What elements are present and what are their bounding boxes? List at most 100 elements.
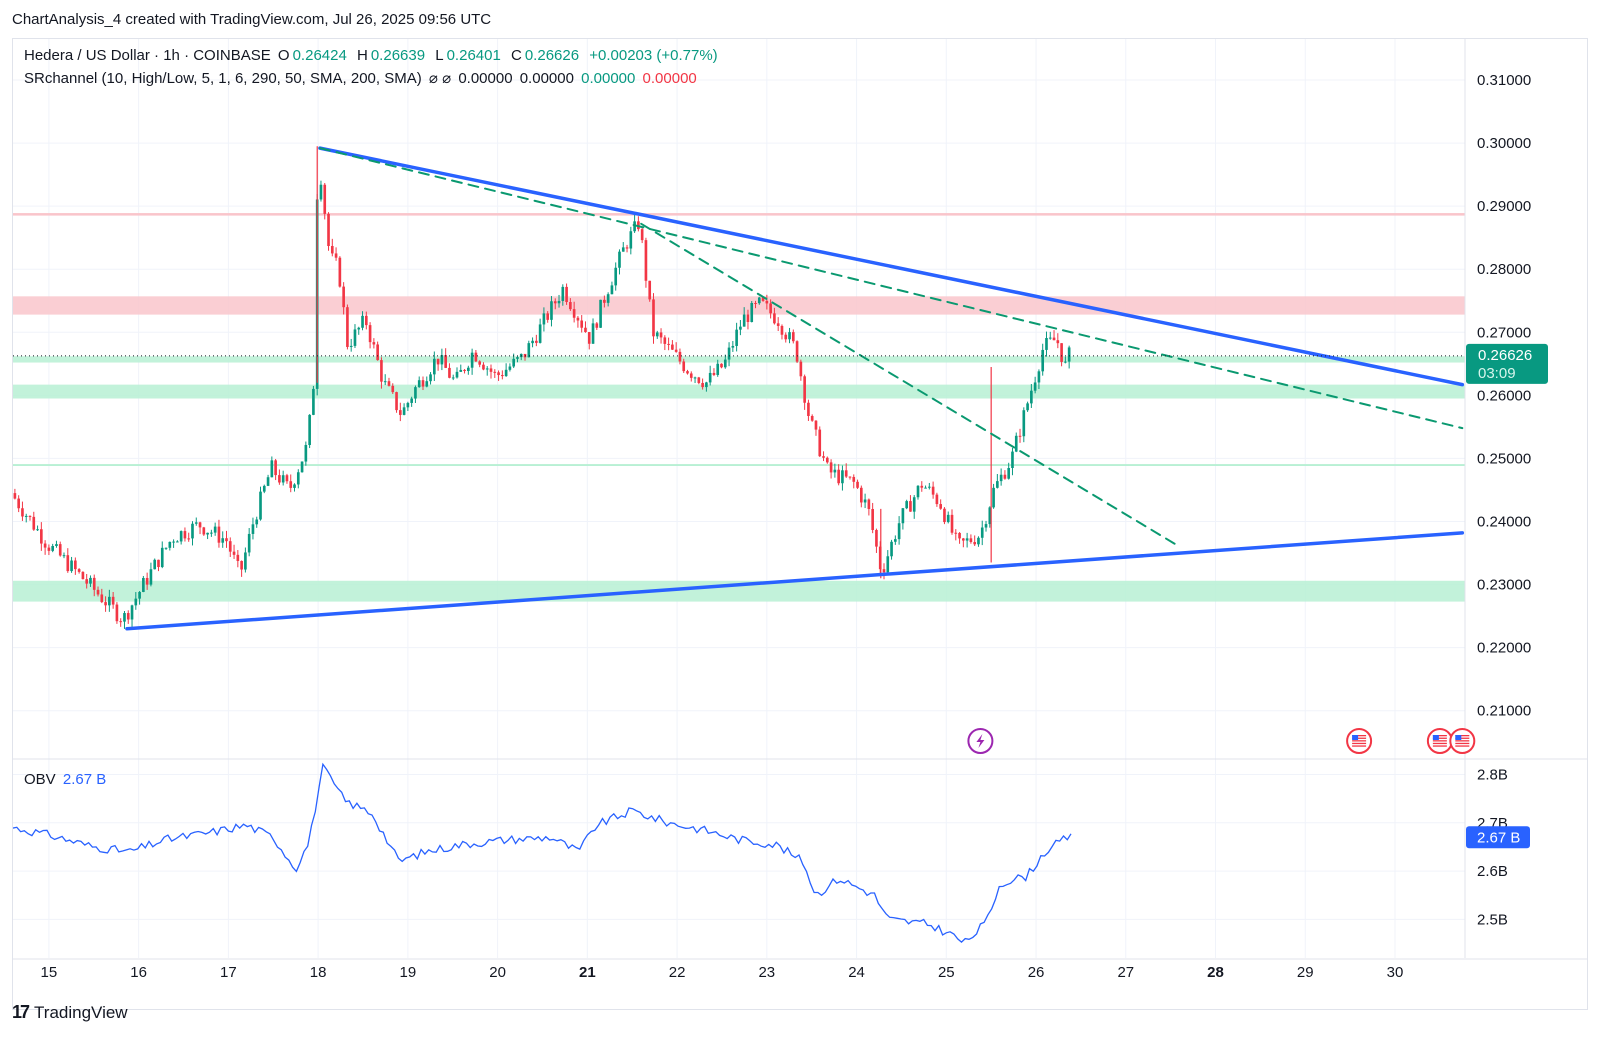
candle-body	[210, 532, 213, 534]
candle-body	[984, 524, 988, 528]
candle-body	[550, 301, 553, 320]
lightning-icon[interactable]	[967, 728, 994, 754]
candle-body	[17, 498, 20, 509]
candle-body	[837, 469, 840, 484]
candle-body	[671, 344, 674, 350]
flag-stripe	[1352, 740, 1367, 742]
price-tick-label: 0.31000	[1477, 72, 1531, 89]
candle-body	[236, 554, 240, 561]
candle-body	[795, 341, 799, 362]
candle-body	[364, 315, 368, 326]
candle-body	[1014, 435, 1018, 452]
candle-body	[387, 381, 391, 386]
candle-body	[191, 523, 194, 539]
candle-body	[96, 589, 100, 595]
candle-body	[716, 363, 720, 375]
candle-body	[859, 487, 863, 503]
candle-body	[674, 349, 678, 352]
time-tick-label: 19	[400, 964, 417, 981]
candle-body	[247, 533, 251, 553]
candle-body	[89, 577, 92, 584]
candle-body	[168, 541, 172, 548]
candle-body	[542, 313, 546, 325]
indicator-legend[interactable]: SRchannel (10, High/Low, 5, 1, 6, 290, 5…	[24, 69, 700, 87]
candle-body	[274, 460, 277, 476]
candle-body	[262, 485, 266, 492]
candle-body	[134, 598, 138, 606]
candle-body	[221, 538, 225, 543]
flag-stripe	[1455, 740, 1470, 742]
candle-body	[108, 596, 111, 606]
candle-body	[527, 343, 531, 358]
candle-body	[497, 372, 500, 376]
candle-body	[278, 475, 281, 483]
candle-body	[312, 388, 315, 415]
time-tick-label: 21	[579, 964, 596, 981]
candle-body	[501, 375, 504, 377]
candle-body	[319, 184, 323, 200]
symbol-legend[interactable]: Hedera / US Dollar · 1h · COINBASE O 0.26…	[24, 47, 721, 64]
price-tick-label: 0.22000	[1477, 640, 1531, 657]
flag-stripe	[1432, 742, 1447, 745]
candle-body	[368, 325, 372, 343]
candle-body	[538, 324, 542, 343]
candle-body	[757, 297, 761, 304]
candle-body	[62, 555, 66, 557]
candle-body	[36, 529, 39, 531]
candle-body	[451, 377, 455, 379]
candle-body	[259, 491, 262, 520]
candle-body	[644, 240, 648, 281]
us-flag-icon[interactable]	[1449, 728, 1476, 754]
tradingview-brand: TradingView	[34, 1002, 128, 1022]
candle-body	[225, 538, 228, 542]
candle-body	[924, 487, 927, 489]
candle-body	[463, 369, 466, 372]
time-tick-label: 28	[1207, 964, 1224, 981]
candle-body	[323, 184, 327, 214]
candle-body	[346, 307, 349, 347]
candle-body	[958, 532, 961, 539]
obv-line	[13, 762, 1072, 943]
candle-body	[183, 531, 187, 539]
candle-body	[40, 529, 43, 544]
obv-pane	[13, 762, 1072, 943]
price-tick-label: 0.26000	[1477, 387, 1531, 404]
candles	[13, 146, 1071, 629]
candle-body	[1064, 361, 1067, 363]
lightning-glyph	[976, 734, 985, 748]
trendline-dashed	[640, 222, 1181, 548]
candle-body	[402, 407, 406, 415]
us-flag-icon[interactable]	[1426, 728, 1453, 754]
candle-body	[504, 369, 508, 377]
us-flag-icon[interactable]	[1346, 728, 1373, 754]
candle-body	[894, 539, 897, 542]
candle-body	[126, 613, 130, 620]
obv-legend[interactable]: OBV 2.67 B	[24, 771, 109, 788]
candle-body	[992, 487, 995, 508]
tradingview-logo[interactable]: 17 TradingView	[12, 1002, 128, 1023]
candle-body	[943, 508, 946, 523]
trendline-dashed	[318, 147, 1464, 430]
candle-body	[516, 357, 519, 359]
candle-body	[788, 332, 791, 340]
candle-body	[939, 504, 942, 509]
candle-body	[655, 332, 659, 337]
candle-body	[829, 462, 833, 473]
tradingview-logo-icon: 17	[12, 1002, 30, 1022]
candle-body	[43, 543, 47, 548]
candle-body	[856, 481, 859, 488]
candle-body	[557, 300, 561, 304]
flag-stripe	[1352, 742, 1367, 745]
event-markers[interactable]	[967, 728, 1476, 754]
candle-body	[70, 560, 73, 572]
candle-body	[920, 485, 924, 488]
candle-body	[569, 302, 572, 310]
candle-body	[531, 340, 534, 344]
candle-body	[1026, 403, 1029, 411]
candle-body	[720, 363, 723, 368]
candle-body	[954, 532, 958, 534]
candle-body	[1052, 337, 1056, 341]
price-tick-label: 0.30000	[1477, 135, 1531, 152]
candle-body	[138, 591, 141, 599]
